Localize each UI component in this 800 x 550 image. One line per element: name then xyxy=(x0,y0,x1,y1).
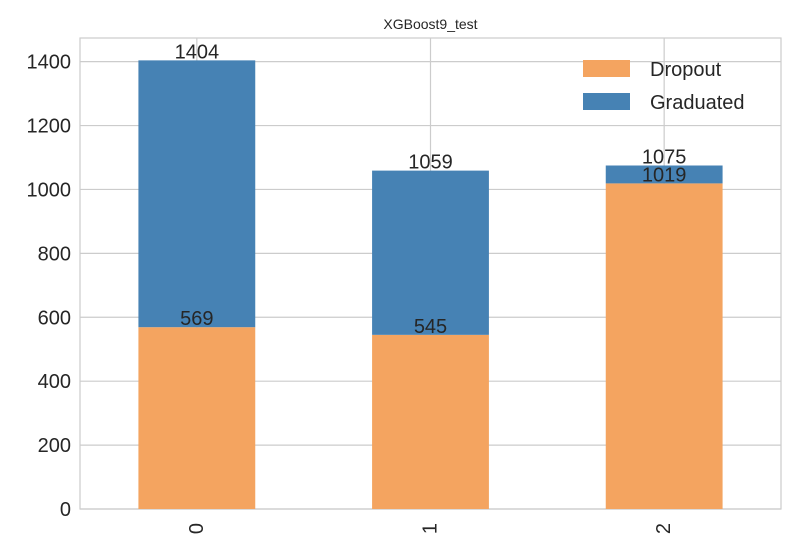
x-tick-label: 0 xyxy=(186,523,208,534)
y-tick-label: 0 xyxy=(60,499,71,521)
legend-swatch-dropout xyxy=(583,60,630,77)
y-tick-label: 1200 xyxy=(27,116,72,138)
legend-swatch-graduated xyxy=(583,93,630,110)
x-tick-label: 1 xyxy=(420,523,442,534)
legend-label-graduated: Graduated xyxy=(650,92,745,114)
data-label-graduated-1: 1059 xyxy=(408,152,453,174)
bar-graduated-1 xyxy=(372,170,489,335)
x-tick-label: 2 xyxy=(653,523,675,534)
legend-label-dropout: Dropout xyxy=(650,59,722,81)
y-tick-label: 400 xyxy=(38,371,71,393)
data-label-dropout-0: 569 xyxy=(180,308,213,330)
bars xyxy=(138,60,723,510)
data-label-dropout-1: 545 xyxy=(414,316,447,338)
y-tick-label: 600 xyxy=(38,307,71,329)
data-label-graduated-2: 1075 xyxy=(642,146,687,168)
bar-dropout-2 xyxy=(605,183,723,510)
bar-dropout-1 xyxy=(372,334,489,509)
bar-dropout-0 xyxy=(138,327,256,509)
x-axis: 0 1 2 xyxy=(186,523,675,534)
legend: Dropout Graduated xyxy=(583,59,745,114)
data-labels: 569 545 1019 1404 1059 1075 xyxy=(175,41,687,337)
y-tick-label: 200 xyxy=(38,435,71,457)
chart-title: XGBoost9_test xyxy=(383,16,477,32)
y-tick-label: 800 xyxy=(38,243,71,265)
y-axis: 0 200 400 600 800 1000 1200 1400 xyxy=(27,52,72,521)
data-label-graduated-0: 1404 xyxy=(175,41,220,63)
y-tick-label: 1000 xyxy=(27,179,72,201)
bar-graduated-0 xyxy=(138,60,256,328)
data-label-dropout-2: 1019 xyxy=(642,164,687,186)
bar-graduated-2 xyxy=(605,165,723,184)
y-tick-label: 1400 xyxy=(27,52,72,74)
